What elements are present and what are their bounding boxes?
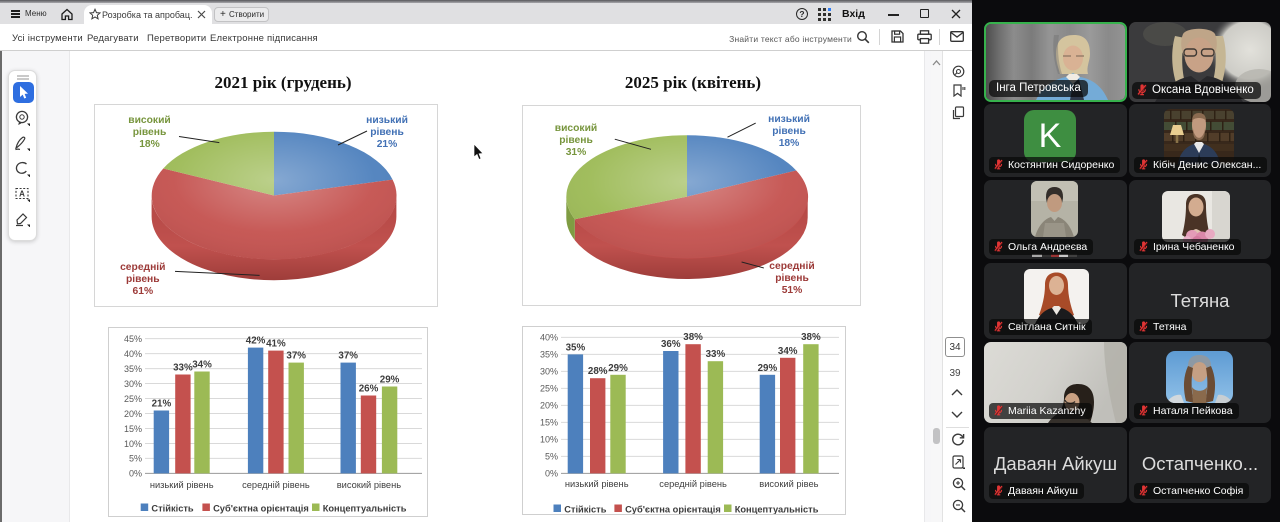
svg-text:45%: 45% xyxy=(124,334,142,344)
svg-text:20%: 20% xyxy=(124,409,142,419)
svg-text:33%: 33% xyxy=(173,363,193,374)
svg-text:рівень: рівень xyxy=(133,127,167,138)
svg-text:5%: 5% xyxy=(545,452,558,462)
svg-text:34%: 34% xyxy=(192,360,212,371)
svg-text:26%: 26% xyxy=(359,384,379,395)
svg-text:18%: 18% xyxy=(779,138,800,149)
svg-text:0%: 0% xyxy=(545,469,558,479)
svg-text:25%: 25% xyxy=(124,394,142,404)
svg-text:10%: 10% xyxy=(540,435,558,445)
svg-text:42%: 42% xyxy=(246,336,266,347)
svg-text:10%: 10% xyxy=(124,439,142,449)
svg-text:61%: 61% xyxy=(132,286,153,297)
svg-text:29%: 29% xyxy=(608,363,628,374)
svg-text:34%: 34% xyxy=(778,346,798,357)
svg-text:37%: 37% xyxy=(286,351,306,362)
svg-text:рівень: рівень xyxy=(772,126,806,137)
svg-text:рівень: рівень xyxy=(775,273,809,284)
svg-text:25%: 25% xyxy=(540,384,558,394)
svg-text:Стійкість: Стійкість xyxy=(151,504,194,514)
svg-text:рівень: рівень xyxy=(126,274,160,285)
svg-text:рівень: рівень xyxy=(370,127,404,138)
svg-text:низький рівень: низький рівень xyxy=(565,479,629,489)
svg-text:15%: 15% xyxy=(124,424,142,434)
svg-text:51%: 51% xyxy=(782,285,803,296)
svg-text:38%: 38% xyxy=(683,332,703,343)
svg-text:низький: низький xyxy=(366,115,408,126)
svg-text:середній рівень: середній рівень xyxy=(242,480,310,490)
svg-text:високий: високий xyxy=(128,115,171,126)
svg-text:29%: 29% xyxy=(758,363,778,374)
svg-text:36%: 36% xyxy=(661,339,681,350)
svg-text:35%: 35% xyxy=(540,350,558,360)
svg-text:35%: 35% xyxy=(566,342,586,353)
svg-text:високий рівеь: високий рівеь xyxy=(759,479,818,489)
svg-text:рівень: рівень xyxy=(559,135,593,146)
svg-text:40%: 40% xyxy=(540,333,558,343)
svg-text:30%: 30% xyxy=(540,367,558,377)
svg-text:15%: 15% xyxy=(540,418,558,428)
svg-text:5%: 5% xyxy=(129,454,142,464)
svg-text:Суб'єктна орієнтація: Суб'єктна орієнтація xyxy=(213,504,309,514)
svg-text:20%: 20% xyxy=(540,401,558,411)
svg-text:21%: 21% xyxy=(377,139,398,150)
svg-text:Концептуальність: Концептуальність xyxy=(735,505,819,515)
svg-text:37%: 37% xyxy=(338,351,358,362)
svg-text:38%: 38% xyxy=(801,332,821,343)
svg-text:Стійкість: Стійкість xyxy=(564,505,607,515)
svg-text:Концептуальність: Концептуальність xyxy=(323,504,407,514)
svg-text:28%: 28% xyxy=(588,366,608,377)
svg-text:29%: 29% xyxy=(380,375,400,386)
svg-text:30%: 30% xyxy=(124,379,142,389)
svg-text:Суб'єктна орієнтація: Суб'єктна орієнтація xyxy=(625,505,721,515)
svg-text:0%: 0% xyxy=(129,469,142,479)
svg-text:A: A xyxy=(19,190,25,199)
svg-text:середній: середній xyxy=(120,262,165,273)
svg-text:21%: 21% xyxy=(152,399,172,410)
svg-text:33%: 33% xyxy=(706,349,726,360)
svg-text:35%: 35% xyxy=(124,364,142,374)
svg-text:40%: 40% xyxy=(124,349,142,359)
svg-text:середній: середній xyxy=(769,261,814,272)
svg-text:31%: 31% xyxy=(566,147,587,158)
svg-text:високий: високий xyxy=(555,123,598,134)
svg-text:низький рівень: низький рівень xyxy=(150,480,214,490)
svg-text:високий рівень: високий рівень xyxy=(337,480,401,490)
svg-text:18%: 18% xyxy=(139,139,160,150)
svg-text:низький: низький xyxy=(768,114,810,125)
svg-text:середній рівень: середній рівень xyxy=(659,479,727,489)
svg-text:41%: 41% xyxy=(266,339,286,350)
